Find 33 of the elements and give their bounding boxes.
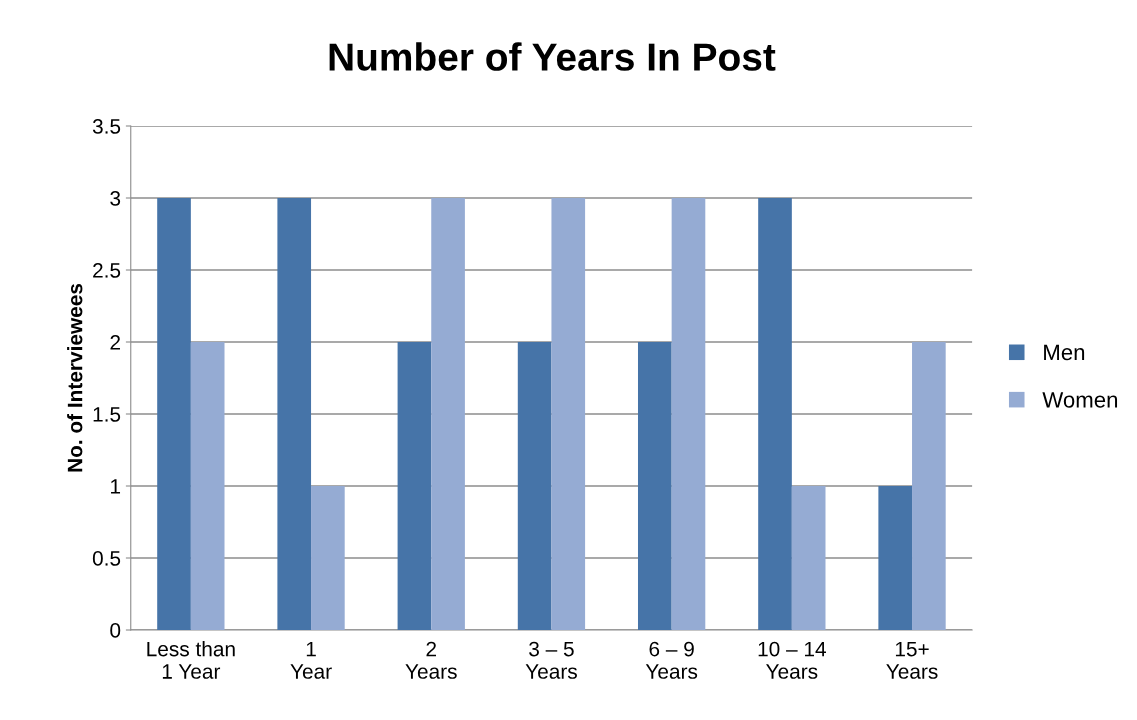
legend-label: Men <box>1044 344 1085 361</box>
y-tick-label: 2.5 <box>93 263 121 278</box>
bar <box>517 342 552 630</box>
x-tick-label: 2 Years <box>405 641 457 679</box>
y-tick-label: 1 <box>111 479 121 494</box>
chart-title: Number of Years In Post <box>329 42 776 71</box>
bar <box>397 342 432 630</box>
y-tick-label: 0 <box>110 623 121 638</box>
bar <box>190 342 225 630</box>
bar <box>311 486 345 630</box>
y-axis-title: No. of Interviewees <box>67 283 83 472</box>
bar <box>157 198 191 630</box>
bar <box>431 198 465 630</box>
y-tick-label: 2 <box>110 335 120 350</box>
x-tick-label: 10 – 14 Years <box>758 641 826 679</box>
y-tick-label: 0.5 <box>92 551 121 566</box>
x-tick-label: 3 – 5 Years <box>525 641 577 679</box>
bar <box>791 486 826 630</box>
bar <box>637 342 672 630</box>
bar <box>878 486 913 630</box>
bar <box>277 198 312 630</box>
bar <box>912 342 946 630</box>
y-tick-label: 3 <box>110 191 121 206</box>
x-tick-label: Less than 1 Year <box>147 641 235 679</box>
bar <box>758 198 792 630</box>
bar <box>671 198 706 630</box>
bar <box>551 198 586 630</box>
x-tick-label: 1 Year <box>290 641 332 679</box>
y-tick-label: 1.5 <box>93 407 121 422</box>
x-tick-label: 15+ Years <box>886 641 938 679</box>
x-tick-label: 6 – 9 Years <box>645 641 698 679</box>
y-tick-label: 3.5 <box>92 119 121 134</box>
legend-label: Women <box>1042 392 1118 408</box>
